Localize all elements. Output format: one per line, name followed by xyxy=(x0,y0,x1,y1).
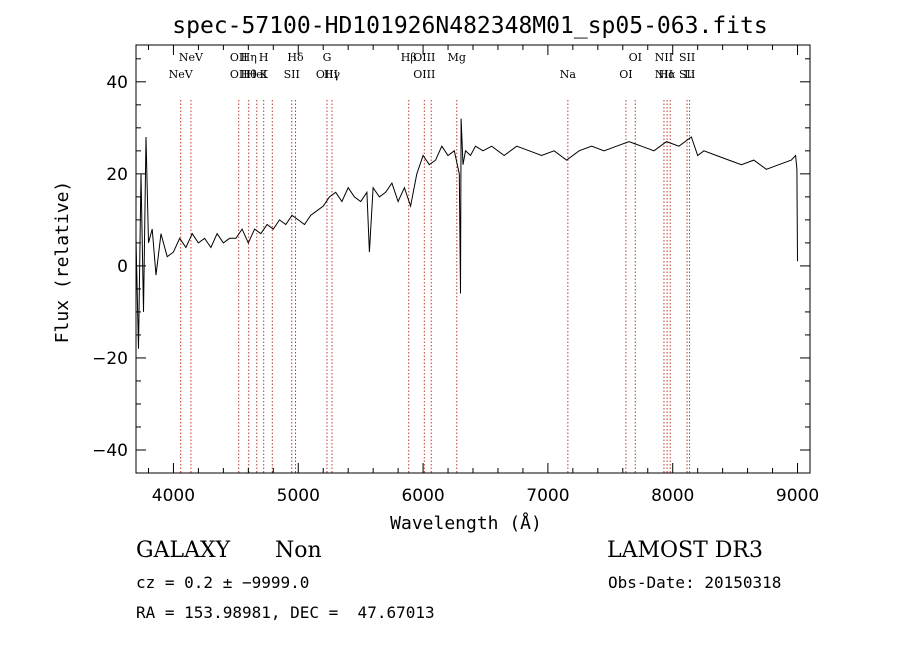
line-label: HeI xyxy=(247,68,267,81)
chart-title: spec-57100-HD101926N482348M01_sp05-063.f… xyxy=(172,13,767,39)
line-label: OIII xyxy=(316,68,338,81)
coordinates-text: RA = 153.98981, DEC = 47.67013 xyxy=(136,603,435,622)
line-label: OI xyxy=(619,68,632,81)
obs-date-text: Obs-Date: 20150318 xyxy=(608,573,782,592)
x-axis-label: Wavelength (Å) xyxy=(390,512,542,534)
line-label: OIII xyxy=(413,51,435,64)
line-label: Mg xyxy=(448,51,466,64)
line-label: SII xyxy=(679,68,695,81)
subclass-label: Non xyxy=(275,538,322,563)
line-label: K xyxy=(260,68,269,81)
line-label: Li xyxy=(684,68,695,81)
line-label: NII xyxy=(655,68,673,81)
plot-frame xyxy=(135,44,811,474)
x-tick-label: 6000 xyxy=(401,486,444,506)
y-tick-label: 40 xyxy=(106,73,128,93)
line-label: Hγ xyxy=(324,68,341,81)
line-label: SII xyxy=(679,51,695,64)
line-label: NII xyxy=(655,51,673,64)
x-tick-label: 8000 xyxy=(651,486,694,506)
line-label: SII xyxy=(284,68,300,81)
classification-label: GALAXY xyxy=(136,538,231,563)
line-label: OIII xyxy=(413,68,435,81)
line-label: Na xyxy=(560,68,577,81)
y-tick-label: 0 xyxy=(117,257,128,277)
x-tick-label: 9000 xyxy=(776,486,819,506)
line-label: OII xyxy=(230,68,248,81)
x-tick-label: 4000 xyxy=(152,486,195,506)
redshift-text: cz = 0.2 ± −9999.0 xyxy=(136,573,310,592)
line-label: Hθ xyxy=(241,68,258,81)
line-label: G xyxy=(323,51,332,64)
emission-line-markers xyxy=(180,100,691,473)
y-tick-label: 20 xyxy=(106,165,128,185)
line-label: OI xyxy=(629,51,642,64)
line-label: Hα xyxy=(659,68,677,81)
line-label: OII xyxy=(230,51,248,64)
x-tick-label: 5000 xyxy=(277,486,320,506)
line-label: NeV xyxy=(179,51,204,64)
y-axis-ticks: −40 −20 0 20 40 xyxy=(92,58,810,461)
line-label: Hη xyxy=(241,51,257,64)
line-label: Hδ xyxy=(287,51,304,64)
y-axis-label: Flux (relative) xyxy=(52,181,73,344)
y-tick-label: −40 xyxy=(92,441,128,461)
spectrum-line xyxy=(135,118,798,349)
line-label: NeV xyxy=(169,68,194,81)
line-label: H xyxy=(259,51,269,64)
x-tick-label: 7000 xyxy=(526,486,569,506)
survey-label: LAMOST DR3 xyxy=(607,538,763,563)
x-axis-ticks: 4000 5000 6000 7000 8000 9000 xyxy=(147,45,819,506)
y-tick-label: −20 xyxy=(92,349,128,369)
line-label: Hβ xyxy=(401,51,417,64)
